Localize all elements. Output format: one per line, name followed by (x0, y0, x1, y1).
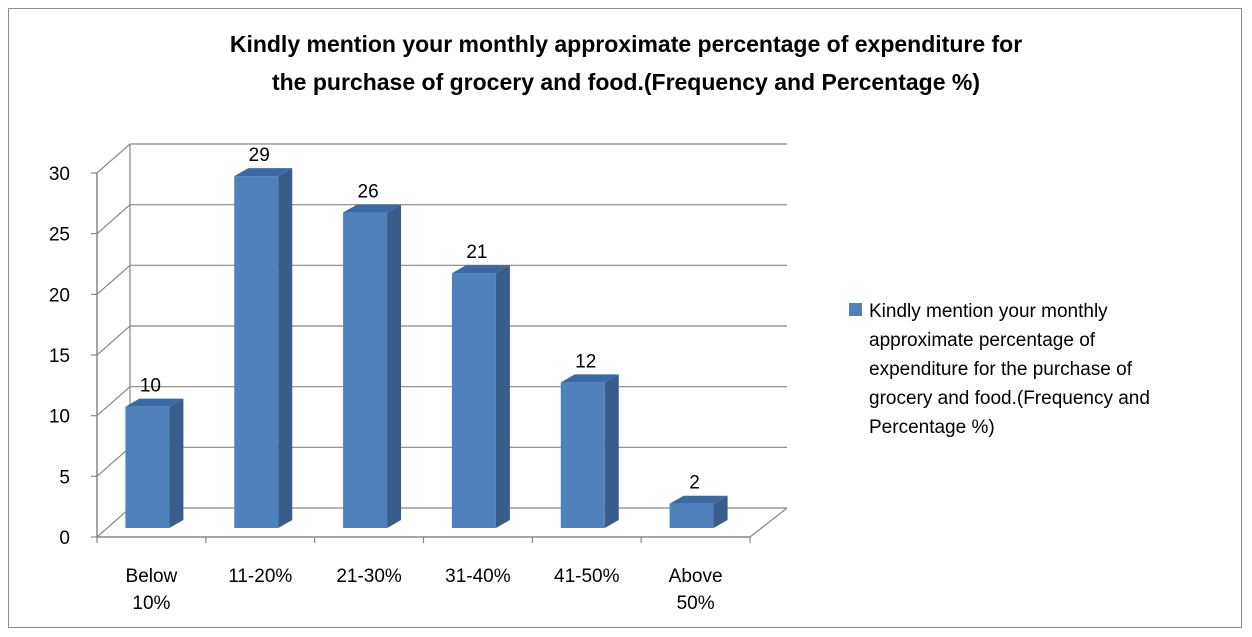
data-label: 12 (575, 351, 596, 372)
data-label: 26 (358, 182, 379, 203)
gridline-diagonal (96, 507, 131, 538)
x-tick-label-line: 11-20% (228, 566, 292, 587)
chart-title: Kindly mention your monthly approximate … (230, 31, 1022, 95)
x-tick-label-line: 50% (677, 593, 715, 614)
gridline-diagonal (96, 143, 131, 174)
gridline-diagonal (96, 204, 131, 235)
data-label: 2 (689, 473, 700, 494)
y-tick-label: 5 (59, 467, 70, 488)
axes (96, 173, 750, 538)
bar-top (669, 495, 728, 504)
x-tick-label-line: 21-30% (336, 566, 402, 587)
bar-front (669, 503, 714, 528)
gridline-diagonal (96, 264, 131, 295)
data-label: 10 (140, 376, 161, 397)
bar-side (169, 398, 184, 528)
y-axis-ticks: 0 5 10 15 20 25 30 (49, 164, 97, 549)
bar-top (234, 168, 293, 177)
legend-label-line: grocery and food.(Frequency and (869, 388, 1150, 409)
bar-side (495, 265, 510, 528)
bar-side (387, 204, 402, 529)
bar-top (451, 265, 510, 274)
y-tick-label: 10 (49, 407, 70, 428)
chart-frame (8, 8, 1242, 628)
data-labels: 10 29 26 21 12 2 (140, 145, 700, 494)
x-axis-ticks: Below 10% 11-20% 21-30% 31-40% 41-50% Above 50% (96, 537, 751, 614)
bar-side (713, 495, 728, 528)
x-tick-label-line: 41-50% (554, 566, 620, 587)
bar-top (343, 204, 402, 213)
y-tick-label: 0 (59, 528, 70, 549)
y-tick-label: 25 (49, 225, 70, 246)
bar (451, 265, 510, 528)
y-tick-label: 15 (49, 346, 70, 367)
gridline-diagonal (96, 386, 131, 417)
x-tick-label: Below 10% (126, 566, 178, 614)
bar-front (234, 176, 279, 528)
bar-front (451, 273, 496, 528)
chart-title-line: the purchase of grocery and food.(Freque… (272, 69, 980, 95)
x-tick-label: 31-40% (445, 566, 511, 587)
legend-swatch (849, 303, 862, 316)
x-tick-label: Above 50% (669, 566, 723, 614)
bar-front (560, 382, 605, 528)
legend-label-line: approximate percentage of (869, 330, 1096, 351)
bar-side (278, 168, 293, 528)
bar-side (604, 374, 619, 528)
x-tick-label-line: 31-40% (445, 566, 511, 587)
chart-title-line: Kindly mention your monthly approximate … (230, 31, 1022, 57)
data-label: 29 (249, 145, 270, 166)
legend-label-line: Percentage %) (869, 417, 995, 438)
bar (343, 204, 402, 529)
x-tick-label-line: Above (669, 566, 723, 587)
bars (125, 168, 728, 529)
bar-front (343, 212, 388, 529)
bar (125, 398, 184, 528)
x-tick-label: 41-50% (554, 566, 620, 587)
bar-front (125, 406, 170, 528)
bar-top (125, 398, 184, 407)
x-tick-label-line: 10% (132, 593, 170, 614)
bar (669, 495, 728, 528)
y-tick-label: 20 (49, 285, 70, 306)
data-label: 21 (466, 242, 487, 263)
gridlines (96, 143, 787, 538)
bar-top (560, 374, 619, 383)
floor-right-edge (749, 507, 788, 538)
bar (560, 374, 619, 528)
legend: Kindly mention your monthly approximate p… (849, 301, 1150, 438)
gridline-diagonal (96, 325, 131, 356)
x-tick-label: 11-20% (228, 566, 292, 587)
y-tick-label: 30 (49, 164, 70, 185)
legend-label-line: expenditure for the purchase of (869, 359, 1133, 380)
legend-label-line: Kindly mention your monthly (869, 301, 1108, 322)
gridline-diagonal (96, 446, 131, 477)
x-tick-label-line: Below (126, 566, 178, 587)
bar (234, 168, 293, 528)
x-tick-label: 21-30% (336, 566, 402, 587)
